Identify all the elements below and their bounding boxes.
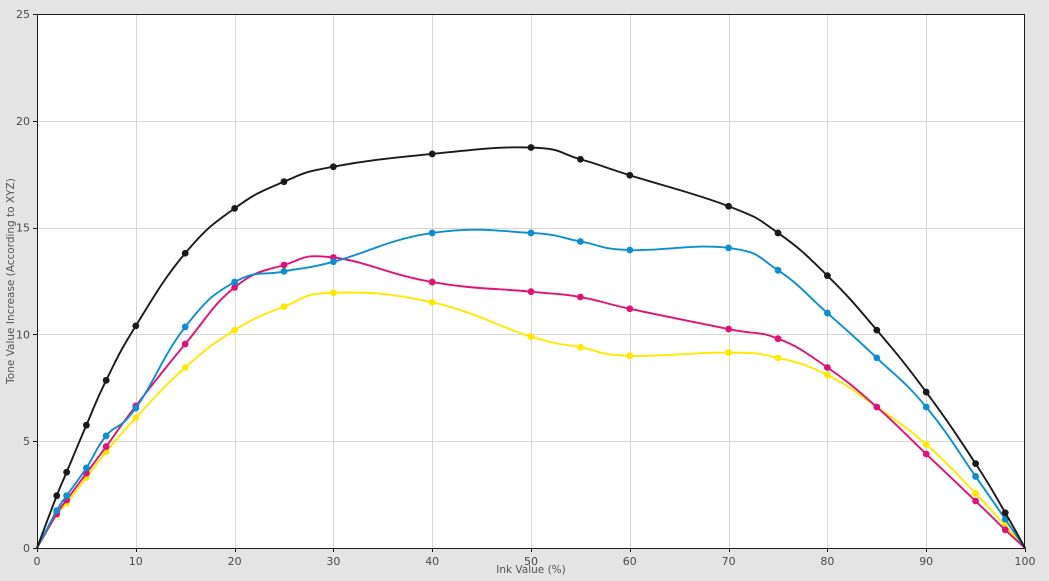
data-point-marker	[725, 349, 732, 356]
data-point-marker	[428, 150, 436, 158]
data-point-marker	[132, 322, 140, 330]
data-point-marker	[330, 258, 337, 266]
data-point-marker	[280, 261, 288, 269]
data-point-marker	[181, 340, 189, 348]
data-point-marker	[972, 460, 979, 468]
x-tick-label: 80	[820, 555, 834, 568]
data-point-marker	[626, 171, 634, 179]
series-cyan	[36, 228, 1026, 549]
data-point-marker	[102, 443, 110, 450]
data-point-marker	[873, 326, 881, 334]
data-point-marker	[63, 468, 71, 476]
data-point-marker	[53, 507, 61, 515]
data-point-marker	[774, 229, 782, 237]
series-line-cyan	[36, 228, 1026, 549]
data-point-marker	[824, 371, 831, 379]
x-axis-title: Ink Value (%)	[496, 564, 566, 576]
data-point-marker	[626, 246, 634, 254]
data-point-marker	[280, 303, 288, 311]
data-point-marker	[428, 298, 436, 306]
data-point-marker	[972, 497, 979, 505]
data-point-marker	[330, 163, 337, 171]
data-point-marker	[922, 450, 930, 458]
y-tick-label: 15	[16, 222, 30, 235]
data-point-marker	[824, 309, 831, 317]
data-point-marker	[527, 333, 535, 340]
data-point-marker	[102, 432, 110, 440]
data-point-marker	[577, 343, 584, 351]
data-point-marker	[824, 272, 831, 280]
data-point-marker	[527, 229, 535, 237]
data-point-marker	[577, 155, 584, 163]
x-tick-label: 90	[919, 555, 933, 568]
data-point-marker	[922, 441, 930, 448]
data-point-marker	[428, 229, 436, 237]
data-point-marker	[280, 178, 288, 186]
data-point-marker	[626, 352, 634, 360]
data-point-marker	[63, 492, 71, 500]
x-tick-label: 70	[722, 555, 736, 568]
tick-labels: 0 10 20 30 40 50 60 70 80 90 100 0 5 10 15 20 25	[16, 8, 1036, 568]
y-tick-label: 20	[16, 115, 30, 128]
series-black	[36, 144, 1026, 549]
data-point-marker	[725, 244, 732, 252]
data-point-marker	[972, 473, 979, 480]
x-tick-label: 30	[326, 555, 340, 568]
data-point-marker	[132, 414, 140, 422]
data-point-marker	[83, 421, 90, 429]
data-point-marker	[181, 323, 189, 331]
data-point-marker	[231, 204, 239, 212]
x-tick-label: 10	[129, 555, 143, 568]
x-tick-label: 20	[228, 555, 242, 568]
data-point-marker	[102, 376, 110, 384]
data-point-marker	[922, 388, 930, 396]
data-point-marker	[280, 267, 288, 275]
data-point-marker	[972, 490, 979, 497]
x-tick-label: 60	[623, 555, 637, 568]
x-tick-label: 50	[524, 555, 538, 568]
data-point-marker	[577, 293, 584, 301]
series-yellow	[36, 289, 1026, 549]
data-point-marker	[626, 305, 634, 313]
series-line-magenta	[36, 255, 1026, 549]
data-point-marker	[922, 403, 930, 411]
y-tick-label: 0	[23, 542, 30, 555]
data-point-marker	[231, 278, 239, 286]
data-point-marker	[181, 249, 189, 257]
data-point-marker	[1001, 526, 1009, 534]
data-point-marker	[725, 202, 732, 210]
series-line-yellow	[36, 291, 1026, 549]
data-point-marker	[873, 403, 881, 411]
data-point-marker	[725, 325, 732, 333]
data-point-marker	[330, 289, 337, 297]
x-tick-label: 40	[425, 555, 439, 568]
data-series	[36, 144, 1026, 549]
data-point-marker	[824, 364, 831, 371]
data-point-marker	[527, 288, 535, 296]
data-point-marker	[231, 284, 239, 291]
y-tick-label: 25	[16, 8, 30, 21]
data-point-marker	[428, 278, 436, 286]
data-point-marker	[527, 144, 535, 151]
series-line-black	[36, 146, 1026, 549]
series-magenta	[36, 254, 1026, 549]
data-point-marker	[132, 404, 140, 412]
data-point-marker	[774, 335, 782, 343]
x-tick-label: 0	[34, 555, 41, 568]
data-point-marker	[181, 364, 189, 371]
data-point-marker	[231, 326, 239, 334]
x-tick-label: 100	[1015, 555, 1036, 568]
data-point-marker	[83, 464, 90, 472]
y-tick-label: 10	[16, 328, 30, 341]
data-point-marker	[873, 354, 881, 362]
y-axis-title: Tone Value Increase (According to XYZ)	[5, 178, 17, 385]
data-point-marker	[774, 266, 782, 274]
y-tick-label: 5	[23, 435, 30, 448]
data-point-marker	[53, 492, 61, 500]
data-point-marker	[774, 354, 782, 362]
data-point-marker	[577, 238, 584, 245]
data-point-marker	[1001, 509, 1009, 517]
